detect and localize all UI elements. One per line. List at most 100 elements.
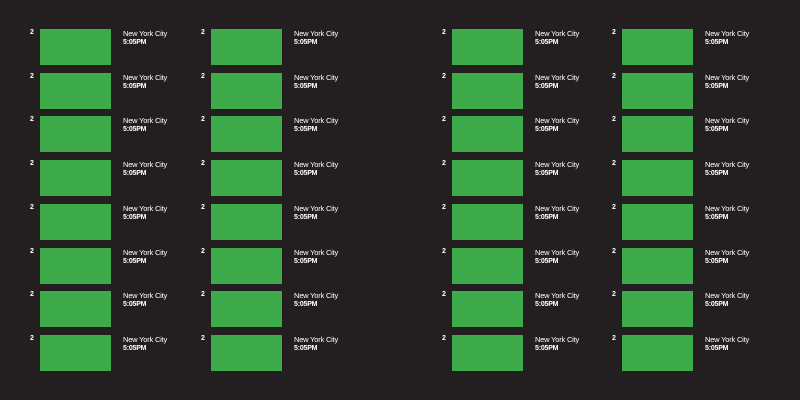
tile-number: 2	[30, 73, 34, 80]
tile-time: 5:05PM	[123, 301, 147, 308]
tile-time: 5:05PM	[294, 345, 318, 352]
tile-time: 5:05PM	[535, 170, 559, 177]
tile-number: 2	[442, 335, 446, 342]
tile-time: 5:05PM	[294, 83, 318, 90]
tile-card[interactable]: 2 New York City 5:05PM	[30, 204, 195, 244]
tile-city: New York City	[294, 73, 339, 82]
tile-image[interactable]	[622, 29, 693, 65]
tile-card[interactable]: 2 New York City 5:05PM	[201, 204, 366, 244]
tile-image[interactable]	[452, 204, 523, 240]
tile-image[interactable]	[622, 291, 693, 327]
tile-card[interactable]: 2 New York City 5:05PM	[201, 160, 366, 200]
tile-card[interactable]: 2 New York City 5:05PM	[442, 291, 607, 331]
tile-image[interactable]	[40, 204, 111, 240]
tile-card[interactable]: 2 New York City 5:05PM	[30, 335, 195, 375]
tile-city: New York City	[123, 29, 168, 38]
tile-image[interactable]	[452, 73, 523, 109]
tile-card[interactable]: 2 New York City 5:05PM	[612, 116, 777, 156]
tile-image[interactable]	[452, 29, 523, 65]
tile-image[interactable]	[40, 335, 111, 371]
tile-city: New York City	[705, 204, 750, 213]
tile-card[interactable]: 2 New York City 5:05PM	[442, 116, 607, 156]
tile-time: 5:05PM	[123, 170, 147, 177]
tile-time: 5:05PM	[123, 258, 147, 265]
tile-card[interactable]: 2 New York City 5:05PM	[612, 29, 777, 69]
tile-number: 2	[30, 29, 34, 36]
tile-number: 2	[201, 160, 205, 167]
tile-number: 2	[612, 291, 616, 298]
tile-card[interactable]: 2 New York City 5:05PM	[201, 29, 366, 69]
tile-card[interactable]: 2 New York City 5:05PM	[612, 248, 777, 288]
tile-card[interactable]: 2 New York City 5:05PM	[30, 116, 195, 156]
tile-time: 5:05PM	[123, 126, 147, 133]
tile-card[interactable]: 2 New York City 5:05PM	[442, 335, 607, 375]
tile-city: New York City	[705, 248, 750, 257]
tile-number: 2	[612, 73, 616, 80]
tile-city: New York City	[294, 204, 339, 213]
tile-time: 5:05PM	[294, 258, 318, 265]
tile-city: New York City	[294, 116, 339, 125]
tile-card[interactable]: 2 New York City 5:05PM	[30, 248, 195, 288]
tile-number: 2	[612, 29, 616, 36]
tile-card[interactable]: 2 New York City 5:05PM	[442, 73, 607, 113]
tile-image[interactable]	[211, 29, 282, 65]
tile-card[interactable]: 2 New York City 5:05PM	[612, 335, 777, 375]
tile-card[interactable]: 2 New York City 5:05PM	[201, 291, 366, 331]
tile-card[interactable]: 2 New York City 5:05PM	[442, 204, 607, 244]
tile-number: 2	[201, 29, 205, 36]
tile-image[interactable]	[211, 73, 282, 109]
tile-image[interactable]	[622, 116, 693, 152]
tile-image[interactable]	[622, 248, 693, 284]
tile-city: New York City	[123, 291, 168, 300]
tile-city: New York City	[705, 291, 750, 300]
tile-time: 5:05PM	[535, 301, 559, 308]
tile-card[interactable]: 2 New York City 5:05PM	[201, 335, 366, 375]
tile-card[interactable]: 2 New York City 5:05PM	[201, 248, 366, 288]
tile-image[interactable]	[452, 335, 523, 371]
tile-time: 5:05PM	[705, 170, 729, 177]
tile-image[interactable]	[211, 116, 282, 152]
tile-card[interactable]: 2 New York City 5:05PM	[612, 160, 777, 200]
tile-time: 5:05PM	[535, 258, 559, 265]
tile-image[interactable]	[622, 204, 693, 240]
tile-number: 2	[442, 116, 446, 123]
tile-card[interactable]: 2 New York City 5:05PM	[201, 116, 366, 156]
tile-number: 2	[201, 116, 205, 123]
tile-image[interactable]	[622, 335, 693, 371]
tile-image[interactable]	[622, 73, 693, 109]
tile-image[interactable]	[40, 248, 111, 284]
tile-image[interactable]	[40, 73, 111, 109]
tile-card[interactable]: 2 New York City 5:05PM	[442, 160, 607, 200]
tile-card[interactable]: 2 New York City 5:05PM	[442, 248, 607, 288]
tile-image[interactable]	[40, 160, 111, 196]
tile-card[interactable]: 2 New York City 5:05PM	[442, 29, 607, 69]
tile-card[interactable]: 2 New York City 5:05PM	[612, 204, 777, 244]
tile-card[interactable]: 2 New York City 5:05PM	[612, 291, 777, 331]
tile-image[interactable]	[40, 116, 111, 152]
tile-image[interactable]	[211, 335, 282, 371]
tile-image[interactable]	[452, 248, 523, 284]
tile-image[interactable]	[452, 116, 523, 152]
tile-image[interactable]	[40, 291, 111, 327]
tile-card[interactable]: 2 New York City 5:05PM	[30, 160, 195, 200]
tile-image[interactable]	[211, 160, 282, 196]
tile-number: 2	[30, 335, 34, 342]
tile-time: 5:05PM	[705, 258, 729, 265]
tile-card[interactable]: 2 New York City 5:05PM	[30, 29, 195, 69]
tile-image[interactable]	[211, 291, 282, 327]
tile-card[interactable]: 2 New York City 5:05PM	[30, 73, 195, 113]
tile-time: 5:05PM	[705, 83, 729, 90]
tile-card[interactable]: 2 New York City 5:05PM	[30, 291, 195, 331]
tile-image[interactable]	[622, 160, 693, 196]
tile-image[interactable]	[452, 160, 523, 196]
tile-image[interactable]	[452, 291, 523, 327]
tile-number: 2	[30, 160, 34, 167]
tile-card[interactable]: 2 New York City 5:05PM	[612, 73, 777, 113]
tile-image[interactable]	[211, 248, 282, 284]
tile-image[interactable]	[40, 29, 111, 65]
tile-number: 2	[201, 291, 205, 298]
tile-image[interactable]	[211, 204, 282, 240]
tile-card[interactable]: 2 New York City 5:05PM	[201, 73, 366, 113]
tile-number: 2	[612, 248, 616, 255]
tile-time: 5:05PM	[535, 83, 559, 90]
